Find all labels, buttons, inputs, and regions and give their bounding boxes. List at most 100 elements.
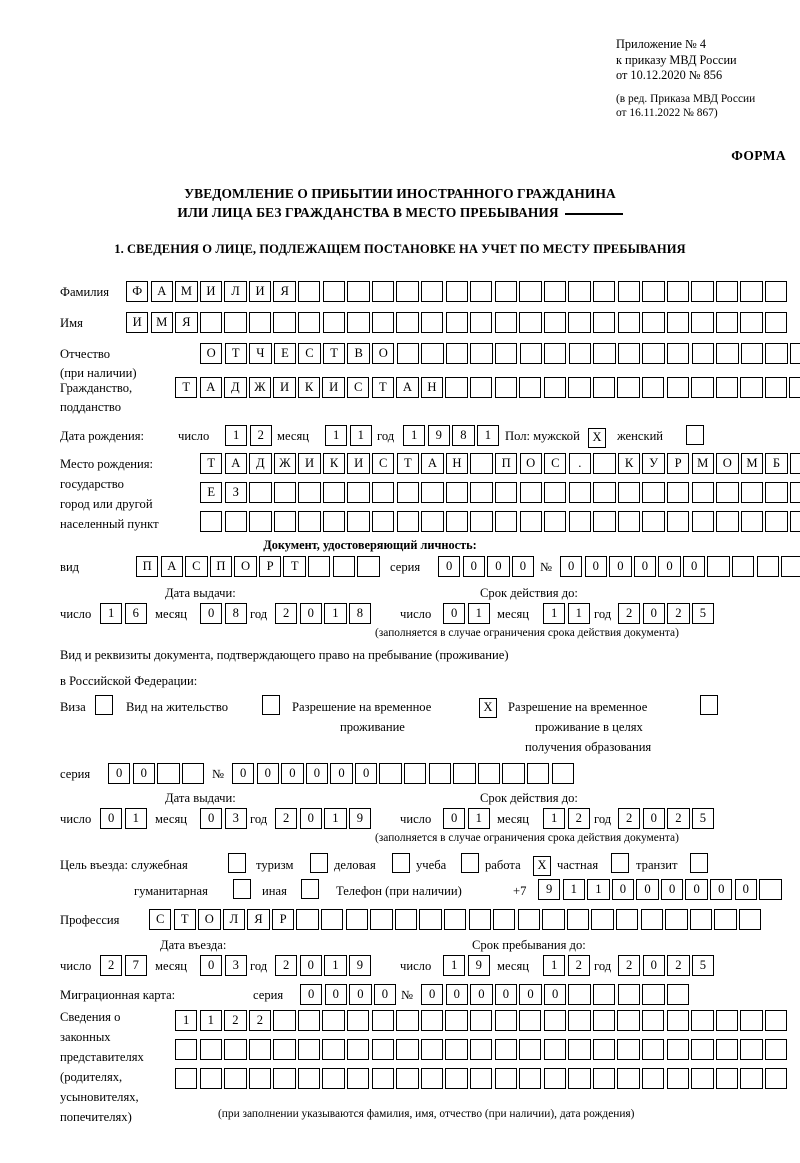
char-cell[interactable]: К [617, 453, 641, 474]
char-cell[interactable]: 2 [618, 808, 641, 829]
char-cell[interactable]: Б [765, 453, 788, 474]
char-cell[interactable] [789, 453, 800, 474]
char-cell[interactable] [666, 312, 690, 333]
char-cell[interactable] [519, 1068, 542, 1089]
char-cell[interactable] [249, 482, 272, 503]
char-cell[interactable] [566, 909, 590, 930]
char-cell[interactable]: 0 [462, 556, 485, 577]
char-cell[interactable]: 9 [427, 425, 450, 446]
char-cell[interactable]: 2 [249, 425, 272, 446]
char-cell[interactable]: Ж [273, 453, 297, 474]
char-cell[interactable] [756, 556, 780, 577]
char-cell[interactable] [691, 1010, 714, 1031]
char-cell[interactable]: И [298, 453, 321, 474]
char-cell[interactable]: 2 [667, 955, 690, 976]
char-cell[interactable]: 2 [275, 603, 298, 624]
char-cell[interactable] [297, 1010, 321, 1031]
char-cell[interactable] [759, 879, 782, 900]
char-cell[interactable]: Ф [126, 281, 149, 302]
representatives-row-2-input[interactable] [175, 1039, 789, 1060]
char-cell[interactable] [543, 281, 567, 302]
char-cell[interactable] [715, 312, 739, 333]
char-cell[interactable]: 2 [618, 955, 641, 976]
char-cell[interactable] [298, 281, 321, 302]
char-cell[interactable] [224, 511, 247, 532]
purpose-humanitarian-checkbox[interactable] [233, 879, 251, 899]
char-cell[interactable]: 2 [567, 955, 590, 976]
char-cell[interactable] [593, 984, 616, 1005]
char-cell[interactable]: А [160, 556, 183, 577]
char-cell[interactable] [394, 909, 418, 930]
char-cell[interactable] [470, 343, 493, 364]
char-cell[interactable] [469, 377, 493, 398]
char-cell[interactable] [666, 343, 690, 364]
char-cell[interactable] [641, 1039, 665, 1060]
char-cell[interactable]: 1 [476, 425, 500, 446]
char-cell[interactable] [617, 1068, 640, 1089]
char-cell[interactable] [765, 511, 788, 532]
char-cell[interactable] [421, 511, 444, 532]
char-cell[interactable]: 1 [543, 603, 566, 624]
char-cell[interactable]: 1 [325, 425, 348, 446]
char-cell[interactable]: З [224, 482, 247, 503]
char-cell[interactable] [789, 511, 800, 532]
char-cell[interactable] [347, 312, 370, 333]
char-cell[interactable]: 8 [452, 425, 475, 446]
char-cell[interactable]: 1 [543, 808, 566, 829]
char-cell[interactable] [273, 1010, 296, 1031]
char-cell[interactable] [322, 1068, 345, 1089]
char-cell[interactable] [544, 482, 567, 503]
char-cell[interactable] [568, 281, 591, 302]
char-cell[interactable]: О [198, 909, 221, 930]
char-cell[interactable]: 0 [354, 763, 378, 784]
char-cell[interactable]: Т [175, 377, 198, 398]
char-cell[interactable]: Т [224, 343, 247, 364]
char-cell[interactable] [617, 1039, 640, 1060]
char-cell[interactable] [642, 343, 665, 364]
char-cell[interactable]: 0 [108, 763, 131, 784]
char-cell[interactable] [764, 1068, 788, 1089]
char-cell[interactable] [543, 312, 567, 333]
char-cell[interactable] [617, 281, 640, 302]
char-cell[interactable] [372, 511, 395, 532]
char-cell[interactable] [199, 1068, 222, 1089]
char-cell[interactable] [666, 1010, 689, 1031]
char-cell[interactable]: А [150, 281, 173, 302]
char-cell[interactable] [544, 511, 567, 532]
char-cell[interactable]: И [273, 377, 296, 398]
char-cell[interactable] [642, 281, 665, 302]
char-cell[interactable]: Д [249, 453, 272, 474]
char-cell[interactable] [617, 482, 641, 503]
char-cell[interactable] [740, 312, 763, 333]
char-cell[interactable] [224, 1068, 247, 1089]
char-cell[interactable]: Е [273, 343, 297, 364]
char-cell[interactable]: Н [445, 453, 469, 474]
char-cell[interactable]: П [136, 556, 159, 577]
char-cell[interactable] [322, 312, 346, 333]
char-cell[interactable] [691, 511, 714, 532]
char-cell[interactable]: Т [371, 377, 395, 398]
char-cell[interactable]: 1 [587, 879, 610, 900]
char-cell[interactable]: 2 [100, 955, 123, 976]
char-cell[interactable]: С [372, 453, 395, 474]
char-cell[interactable] [322, 1039, 345, 1060]
char-cell[interactable] [715, 1010, 739, 1031]
char-cell[interactable]: М [691, 453, 714, 474]
char-cell[interactable] [298, 482, 321, 503]
char-cell[interactable]: 0 [642, 955, 665, 976]
char-cell[interactable] [732, 556, 755, 577]
char-cell[interactable]: 0 [584, 556, 607, 577]
char-cell[interactable]: 1 [467, 808, 490, 829]
char-cell[interactable] [273, 1039, 296, 1060]
char-cell[interactable] [347, 281, 370, 302]
